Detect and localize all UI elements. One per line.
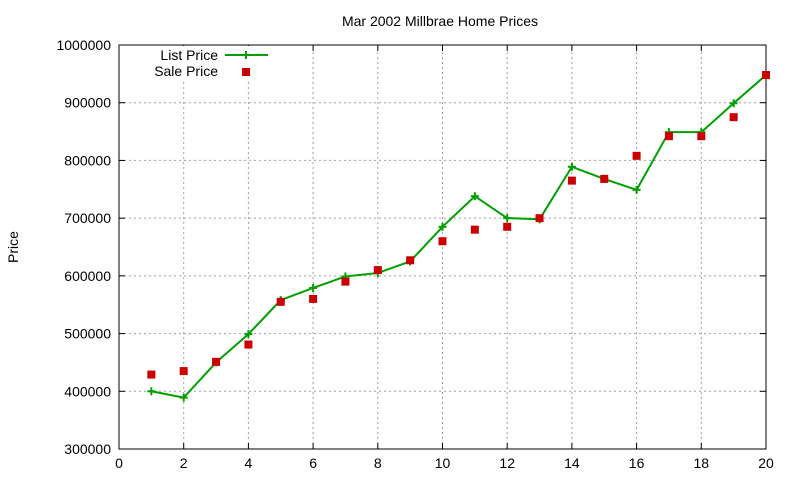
y-tick-label: 600000 xyxy=(64,268,111,284)
sale-price-point xyxy=(276,297,285,306)
y-tick-label: 500000 xyxy=(64,326,111,342)
sale-price-point xyxy=(341,277,350,286)
plot-frame xyxy=(118,44,767,450)
sale-price-point xyxy=(567,176,576,185)
list-price-point xyxy=(147,387,156,396)
sale-price-point xyxy=(373,266,382,275)
sale-price-point xyxy=(729,113,738,122)
sale-price-point xyxy=(212,357,221,366)
list-price-point xyxy=(438,222,447,231)
sale-price-point xyxy=(503,222,512,231)
x-tick-label: 16 xyxy=(629,455,645,471)
y-tick-label: 1000000 xyxy=(56,37,111,53)
x-tick-label: 4 xyxy=(245,455,253,471)
list-price-point xyxy=(179,393,188,402)
x-tick-label: 6 xyxy=(309,455,317,471)
sale-price-point xyxy=(309,294,318,303)
sale-price-point xyxy=(697,132,706,141)
sale-price-point xyxy=(535,214,544,223)
grid-lines xyxy=(119,45,766,449)
x-tick-label: 0 xyxy=(115,455,123,471)
sale-price-point xyxy=(244,340,253,349)
x-tick-label: 18 xyxy=(694,455,710,471)
list-price-point xyxy=(567,162,576,171)
y-tick-label: 400000 xyxy=(64,383,111,399)
sale-price-point xyxy=(406,256,415,265)
sale-price-point xyxy=(147,370,156,379)
sale-price-point xyxy=(664,132,673,141)
list-price-point xyxy=(309,283,318,292)
legend-label: List Price xyxy=(160,47,218,63)
series-sale-price xyxy=(147,71,770,379)
x-tick-label: 10 xyxy=(435,455,451,471)
x-tick-label: 12 xyxy=(499,455,515,471)
x-tick-label: 8 xyxy=(374,455,382,471)
x-tick-label: 2 xyxy=(180,455,188,471)
list-price-point xyxy=(632,185,641,194)
legend-marker-square xyxy=(242,68,250,76)
list-price-point xyxy=(470,192,479,201)
sale-price-point xyxy=(632,151,641,160)
sale-price-point xyxy=(438,237,447,246)
sale-price-point xyxy=(179,367,188,376)
x-tick-label: 20 xyxy=(758,455,774,471)
chart-title: Mar 2002 Millbrae Home Prices xyxy=(342,13,538,29)
series-list-price xyxy=(147,71,770,402)
y-axis-label: Price xyxy=(5,231,21,263)
sale-price-point xyxy=(470,225,479,234)
legend-marker-plus xyxy=(242,51,250,59)
list-price-point xyxy=(729,99,738,108)
x-tick-label: 14 xyxy=(564,455,580,471)
data-series xyxy=(147,71,770,402)
list-price-point xyxy=(244,330,253,339)
list-price-line xyxy=(151,74,767,399)
y-tick-label: 700000 xyxy=(64,210,111,226)
axes: 0 2 4 6 8 10 12 14 16 18 20 300000 400000 500000 60000… xyxy=(56,37,774,471)
y-tick-label: 300000 xyxy=(64,441,111,457)
sale-price-point xyxy=(762,71,770,80)
sale-price-point xyxy=(600,174,609,183)
list-price-point xyxy=(503,214,512,223)
legend-label: Sale Price xyxy=(154,63,218,79)
y-tick-label: 900000 xyxy=(64,95,111,111)
y-tick-label: 800000 xyxy=(64,152,111,168)
